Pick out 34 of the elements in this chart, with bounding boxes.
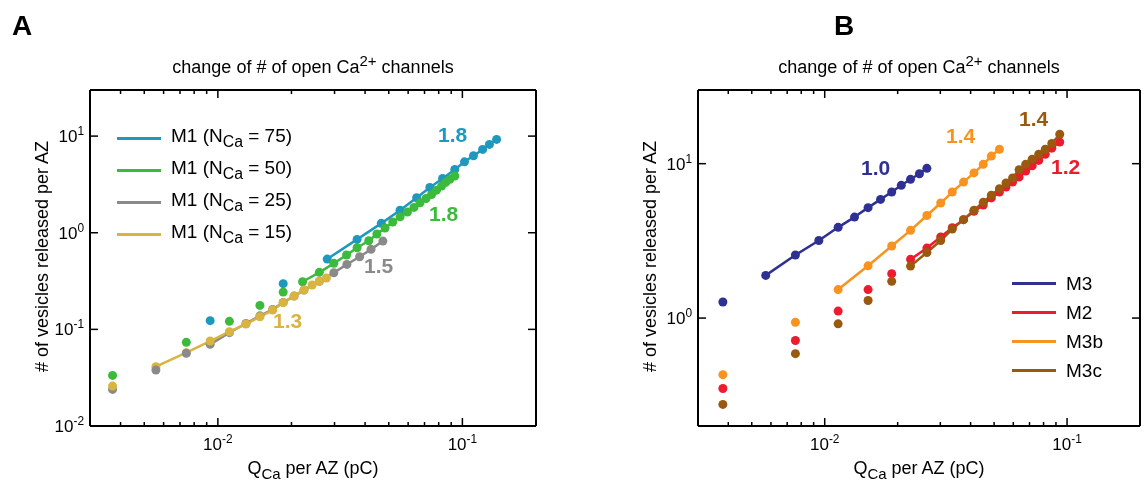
annotation: 1.8 [429,202,459,226]
legend-label: M1 (N$_{Ca}$ = 15) [171,221,293,247]
y-tick-label: 10$^{0}$ [58,220,85,243]
chart-title: change of # of open Ca$^{2+}$ channels [777,52,1061,78]
y-axis-title: # of vesicles released per AZ [639,139,661,375]
x-tick-label: 10$^{-1}$ [1052,432,1083,454]
annotation: 1.4 [1019,107,1049,131]
y-tick-label: 10$^{1}$ [58,124,85,147]
annotation: 1.5 [364,254,394,278]
legend-label: M3c [1066,359,1102,382]
legend-label: M3b [1066,330,1103,353]
legend-label: M1 (N$_{Ca}$ = 75) [171,125,293,151]
x-tick-label: 10$^{-2}$ [203,432,233,454]
legend-label: M3 [1066,272,1093,295]
y-tick-label: 10$^{-2}$ [54,414,85,436]
x-tick-label: 10$^{-2}$ [809,432,840,454]
annotation: 1.3 [273,309,303,333]
x-axis-title: Q$_{Ca}$ per AZ (pC) [852,458,986,482]
legend-label: M1 (N$_{Ca}$ = 25) [171,189,293,215]
legend-label: M1 (N$_{Ca}$ = 50) [171,157,293,183]
text: B [834,10,855,42]
x-tick-label: 10$^{-1}$ [447,432,478,454]
y-tick-label: 10$^{-1}$ [54,317,85,340]
legend-label: M2 [1066,301,1093,324]
annotation: 1.8 [438,123,468,147]
text: A [12,10,33,42]
annotation: 1.4 [946,124,976,148]
y-tick-label: 10$^{0}$ [666,306,693,329]
y-tick-label: 10$^{1}$ [666,151,693,174]
annotation: 1.2 [1051,155,1081,179]
y-axis-title: # of vesicles released per AZ [31,139,53,375]
x-axis-title: Q$_{Ca}$ per AZ (pC) [246,458,380,482]
annotation: 1.0 [861,156,891,180]
chart-title: change of # of open Ca$^{2+}$ channels [171,52,455,78]
